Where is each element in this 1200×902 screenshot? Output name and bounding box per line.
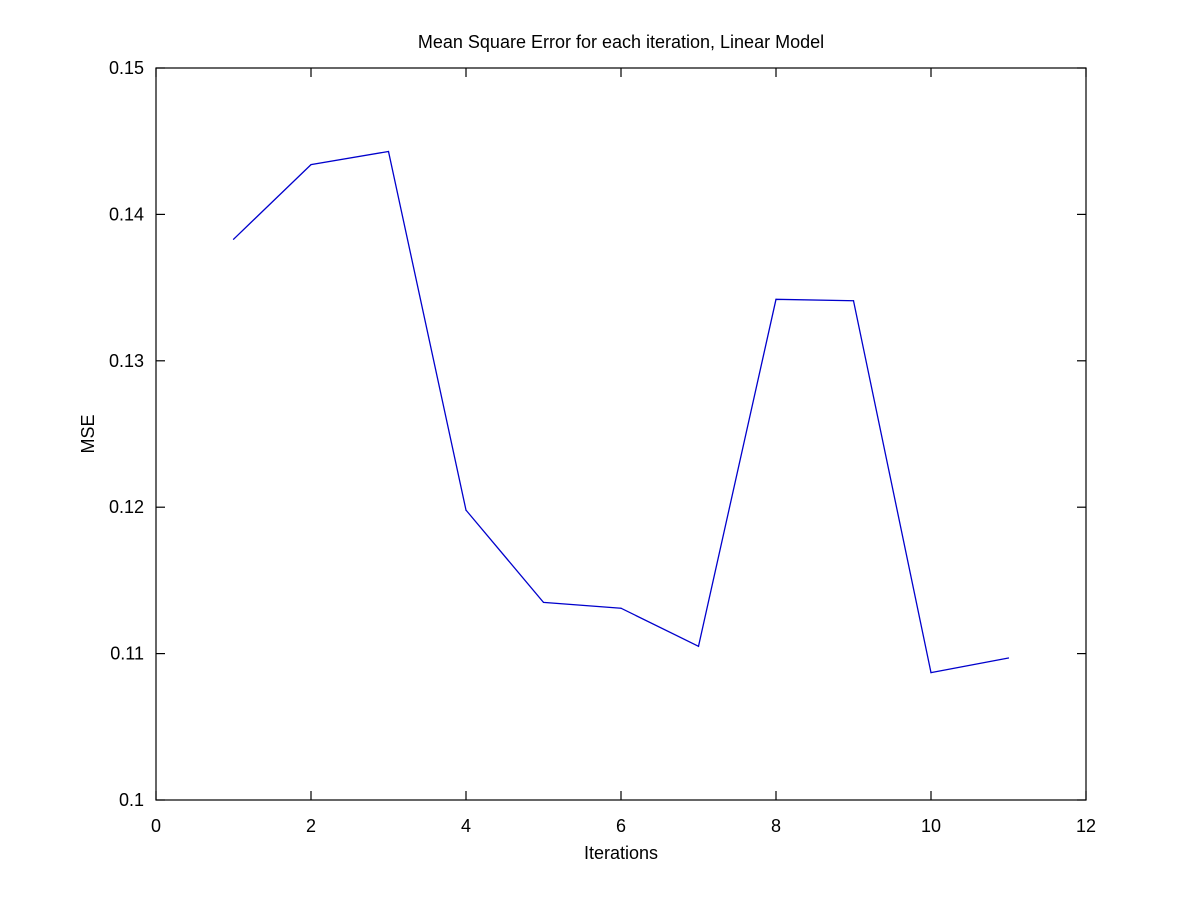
data-point <box>387 150 390 153</box>
plot-area: 0 2 4 6 8 10 12 0.1 0.11 0.12 0.13 0.14 0.15 <box>109 58 1096 836</box>
x-tick-label: 0 <box>151 816 161 836</box>
y-tick-label: 0.14 <box>109 204 144 224</box>
y-axis-ticks <box>156 67 1086 801</box>
data-point <box>620 607 622 609</box>
data-point <box>1007 657 1010 659</box>
data-point <box>775 298 777 300</box>
x-tick-label: 10 <box>921 816 941 836</box>
y-tick-label: 0.11 <box>110 644 144 664</box>
data-point <box>697 645 700 647</box>
x-tick-label: 4 <box>461 816 471 836</box>
data-point <box>232 238 235 240</box>
chart-title: Mean Square Error for each iteration, Li… <box>418 32 824 52</box>
y-tick-label: 0.12 <box>109 497 144 517</box>
y-tick-label: 0.13 <box>109 351 144 371</box>
y-tick-label: 0.1 <box>119 790 144 810</box>
x-tick-label: 6 <box>616 816 626 836</box>
data-point <box>542 601 545 603</box>
x-tick-label: 8 <box>771 816 781 836</box>
x-axis-tick-labels: 0 2 4 6 8 10 12 <box>151 816 1096 836</box>
data-point <box>310 164 312 166</box>
y-axis-title: MSE <box>78 414 98 453</box>
series-layer <box>232 150 1010 674</box>
y-tick-label: 0.15 <box>109 58 144 78</box>
x-axis-ticks <box>155 68 1087 800</box>
data-point <box>930 672 932 674</box>
x-axis-title: Iterations <box>584 843 658 863</box>
data-point <box>465 509 467 511</box>
x-tick-label: 2 <box>306 816 316 836</box>
y-axis-tick-labels: 0.1 0.11 0.12 0.13 0.14 0.15 <box>109 58 144 810</box>
data-point <box>852 300 855 302</box>
x-tick-label: 12 <box>1076 816 1096 836</box>
